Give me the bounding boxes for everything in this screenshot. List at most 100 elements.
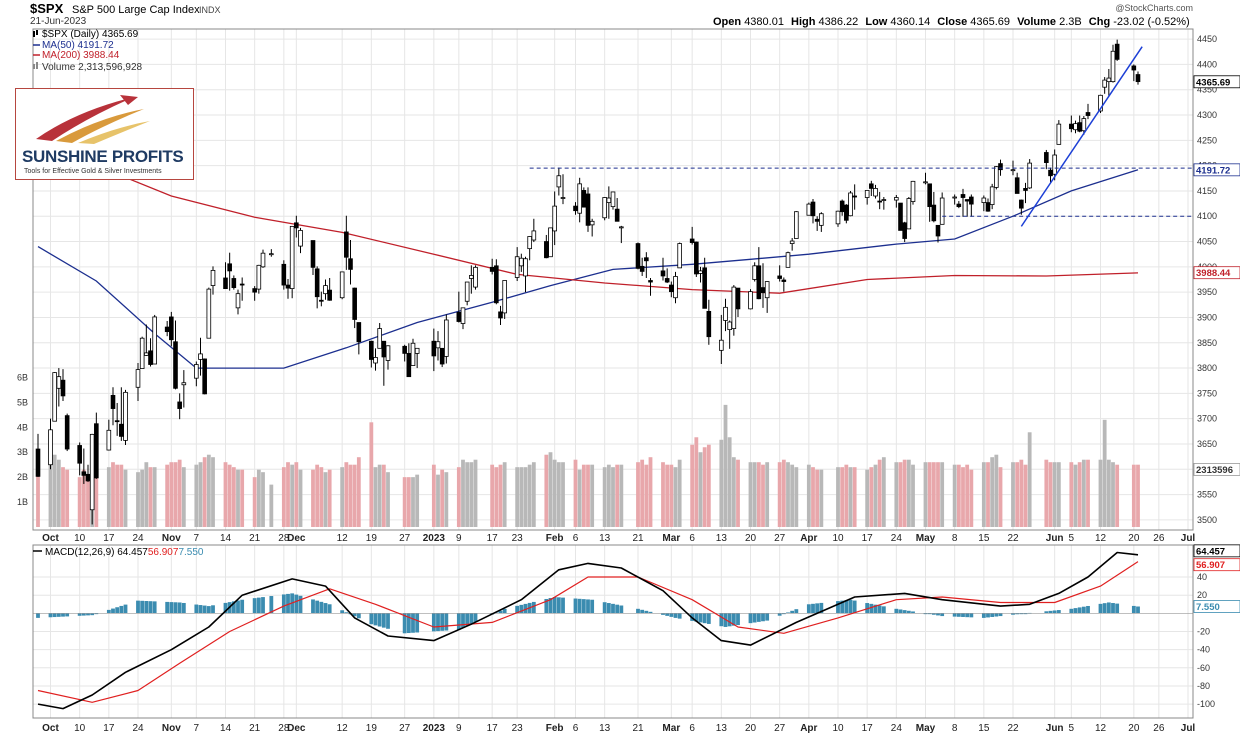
- candle-body: [644, 257, 649, 262]
- candle-body: [985, 202, 991, 212]
- candle-body: [989, 186, 995, 206]
- candle-body: [373, 357, 378, 364]
- x-tick-label: 17: [862, 533, 874, 544]
- macd-histogram-bar: [702, 613, 707, 624]
- candle-body: [319, 299, 324, 302]
- legend: $SPX (Daily) 4365.69 MA(50) 4191.72 MA(2…: [33, 29, 143, 73]
- candle-body: [748, 291, 753, 310]
- x-tick-label: 6: [689, 533, 695, 544]
- volume-bar: [990, 457, 995, 527]
- volume-bar: [931, 462, 936, 527]
- candle-body: [998, 163, 1003, 171]
- x-tick-label-macd: Feb: [546, 723, 564, 734]
- volume-bar: [61, 467, 65, 527]
- volume-bar: [998, 467, 1003, 527]
- macd-histogram-bar: [169, 602, 174, 614]
- macd-histogram-bar: [469, 613, 474, 624]
- volume-bar: [119, 464, 124, 527]
- volume-bar: [673, 467, 678, 527]
- candle-body: [60, 379, 66, 397]
- candle-body: [35, 448, 41, 477]
- volume-bar: [665, 464, 670, 527]
- volume-bar: [77, 477, 82, 527]
- candle-body: [514, 256, 520, 278]
- volume-bar: [936, 462, 940, 527]
- candle-body: [552, 205, 557, 232]
- volume-bar: [677, 459, 682, 527]
- candle-body: [927, 183, 932, 208]
- volume-bar: [1136, 464, 1140, 527]
- macd-histogram-bar: [923, 613, 928, 615]
- candle-body: [727, 321, 732, 331]
- volume-bar: [881, 457, 886, 527]
- x-tick-label: 27: [399, 533, 411, 544]
- candle-body: [819, 213, 824, 226]
- macd-histogram-bar: [323, 603, 328, 614]
- x-tick-label: 21: [632, 533, 644, 544]
- candle-body: [1135, 74, 1141, 83]
- candle-body: [902, 222, 907, 239]
- candle-body: [560, 197, 566, 199]
- macd-histogram-bar: [902, 610, 907, 614]
- macd-histogram-bar: [1044, 611, 1049, 614]
- volume-bar: [294, 462, 299, 527]
- macd-histogram-bar: [756, 613, 761, 622]
- volume-bar: [869, 467, 874, 527]
- volume-bar: [548, 452, 553, 527]
- x-tick-label: 13: [599, 533, 611, 544]
- x-tick-label-macd: 8: [952, 723, 958, 734]
- low-label: Low: [865, 16, 887, 28]
- candle-body: [844, 204, 849, 221]
- candle-body: [173, 341, 178, 389]
- macd-histogram-bar: [694, 613, 699, 622]
- macd-histogram-bar: [852, 600, 857, 614]
- volume-bar: [690, 444, 695, 527]
- macd-histogram-bar: [386, 613, 390, 629]
- volume-bar: [1044, 459, 1049, 527]
- high-label: High: [791, 16, 816, 28]
- volume-bar: [586, 464, 590, 527]
- volume-bar: [606, 464, 611, 527]
- legend-ma200: MA(200) 3988.44: [42, 50, 120, 61]
- macd-histogram-bar: [165, 601, 170, 614]
- grid-lines: [33, 29, 1193, 718]
- price-tick-label: 3500: [1197, 515, 1217, 525]
- x-tick-label-macd: 22: [1007, 723, 1019, 734]
- volume-bar: [48, 464, 53, 527]
- candle-body: [614, 208, 620, 222]
- macd-histogram-bar: [781, 613, 786, 615]
- macd-histogram-bar: [502, 608, 507, 614]
- volume-bar: [602, 467, 607, 527]
- candle-body: [52, 372, 57, 422]
- macd-histogram-bar: [344, 612, 349, 614]
- macd-histogram-bar: [548, 597, 553, 614]
- macd-histogram-bar: [1073, 608, 1078, 614]
- macd-histogram-bar: [411, 613, 415, 633]
- candle-body: [698, 270, 703, 274]
- candle-body: [294, 222, 299, 229]
- candle-body: [573, 205, 578, 212]
- price-tick-label: 3550: [1197, 490, 1217, 500]
- volume-bar: [498, 464, 503, 527]
- macd-histogram-bar: [586, 599, 590, 614]
- candle-body: [169, 316, 174, 341]
- macd-histogram-bar: [794, 609, 799, 614]
- volume-bar: [177, 459, 182, 527]
- x-tick-label-macd: 28: [278, 723, 290, 734]
- macd-histogram-bar: [661, 613, 665, 615]
- volume-bar: [790, 464, 795, 527]
- x-tick-label-macd: Nov: [162, 723, 181, 734]
- x-tick-label: 15: [978, 533, 990, 544]
- macd-histogram-bar: [311, 599, 315, 614]
- volume-bar: [719, 439, 724, 527]
- macd-histogram-bar: [981, 613, 986, 618]
- macd-histogram-bar: [906, 610, 911, 614]
- x-tick-label: 10: [832, 533, 844, 544]
- macd-histogram-bar: [927, 613, 932, 615]
- candle-body: [227, 263, 232, 272]
- macd-histogram-bar: [256, 597, 261, 614]
- change-label: Chg: [1089, 16, 1110, 28]
- candle-body: [206, 288, 212, 339]
- candle-body: [960, 194, 966, 198]
- candle-body: [1056, 123, 1062, 145]
